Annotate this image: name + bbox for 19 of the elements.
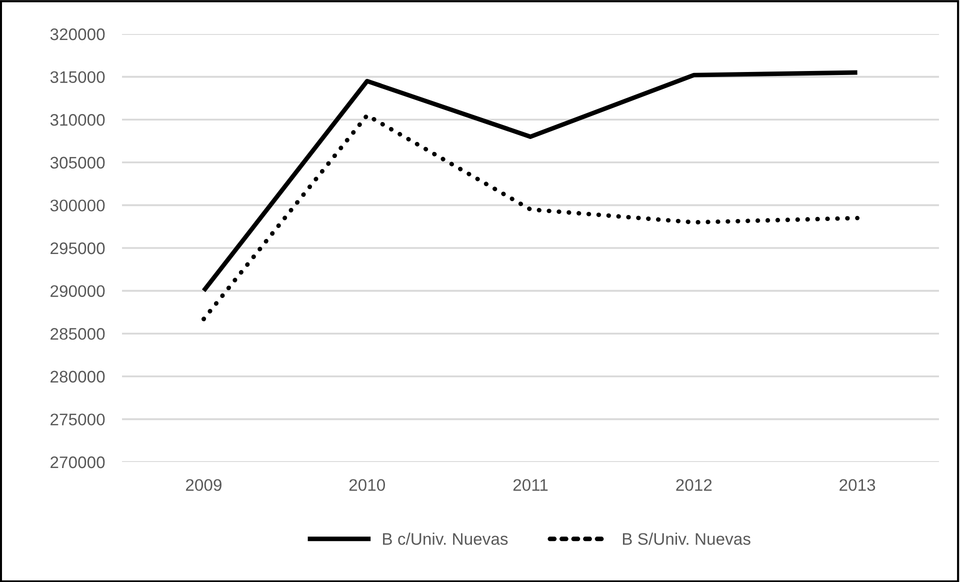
y-tick-label: 280000 [50, 370, 105, 383]
y-tick-label: 305000 [50, 156, 105, 169]
x-tick-label: 2013 [840, 479, 876, 491]
y-tick-label: 295000 [50, 242, 105, 254]
legend-label: B S/Univ. Nuevas [622, 532, 750, 545]
y-tick-label: 315000 [50, 71, 105, 84]
y-tick-label: 320000 [50, 28, 105, 40]
x-tick-label: 2009 [186, 479, 222, 491]
y-tick-label: 275000 [50, 414, 105, 426]
y-tick-label: 285000 [50, 328, 105, 340]
line-series [201, 113, 860, 322]
legend-label: B c/Univ. Nuevas [383, 532, 508, 545]
y-tick-label: 270000 [50, 456, 105, 468]
x-tick-label: 2011 [513, 479, 548, 491]
x-tick-label: 2012 [676, 479, 712, 491]
y-tick-label: 290000 [50, 285, 105, 298]
y-tick-label: 310000 [50, 114, 105, 126]
y-tick-label: 300000 [50, 200, 105, 212]
x-tick-label: 2010 [349, 479, 385, 491]
